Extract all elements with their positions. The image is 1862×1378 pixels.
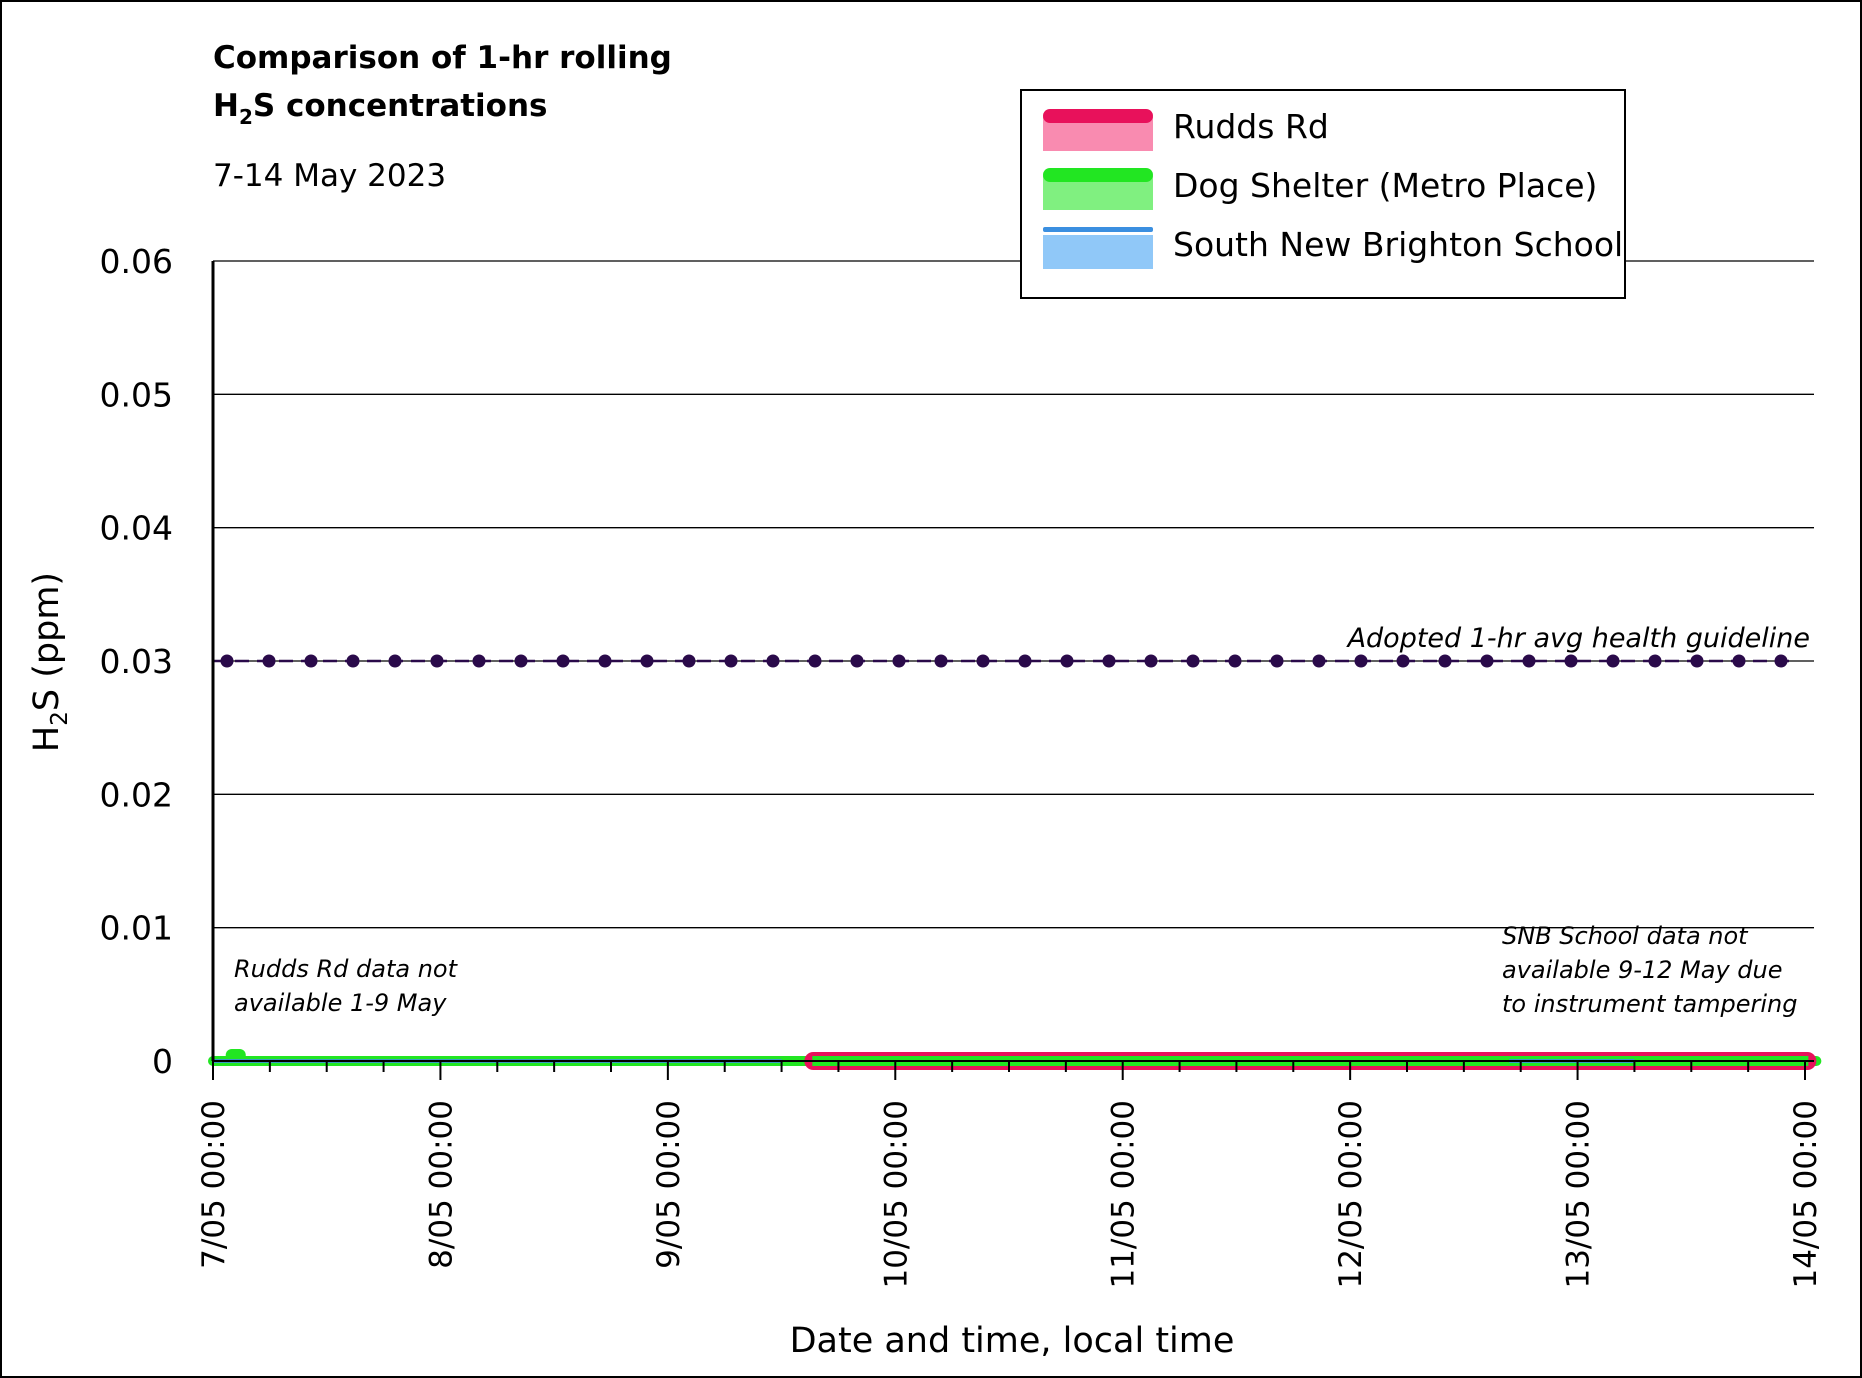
guideline-marker <box>388 654 402 668</box>
guideline-marker <box>472 654 486 668</box>
x-tick-label: 9/05 00:00 <box>651 1100 687 1269</box>
legend-swatch-line <box>1043 168 1153 182</box>
y-tick-label: 0.04 <box>100 509 173 548</box>
x-axis-title: Date and time, local time <box>790 1321 1235 1361</box>
x-tick-label: 12/05 00:00 <box>1333 1100 1369 1289</box>
x-tick-label: 14/05 00:00 <box>1788 1100 1824 1289</box>
x-tick-label: 13/05 00:00 <box>1561 1100 1597 1289</box>
y-tick-label: 0.01 <box>100 909 173 948</box>
y-axis-title: H2S (ppm) <box>27 572 73 752</box>
annotation-line: SNB School data not <box>1502 922 1749 950</box>
legend-label: Rudds Rd <box>1173 107 1329 146</box>
annotation-line: available 1-9 May <box>234 989 447 1017</box>
ylabel-subscript: 2 <box>47 711 73 726</box>
annotation-snb-school: SNB School data not available 9-12 May du… <box>1502 922 1797 1018</box>
x-tick-label: 7/05 00:00 <box>196 1100 232 1269</box>
guideline-marker <box>724 654 738 668</box>
annotation-line: to instrument tampering <box>1502 990 1797 1018</box>
axes <box>211 261 1814 1080</box>
guideline-marker <box>1774 654 1788 668</box>
annotation-line: Rudds Rd data not <box>234 955 459 983</box>
chart-title-line1: Comparison of 1-hr rolling <box>213 40 672 76</box>
x-tick-label: 8/05 00:00 <box>423 1100 459 1269</box>
guideline-marker <box>1228 654 1242 668</box>
guideline-marker <box>640 654 654 668</box>
guideline-marker <box>1186 654 1200 668</box>
x-tick-label: 10/05 00:00 <box>878 1100 914 1289</box>
guideline-marker <box>262 654 276 668</box>
chart-title-line2: H2S concentrations <box>213 88 548 129</box>
ylabel-h: H <box>27 726 67 752</box>
guideline-marker <box>430 654 444 668</box>
legend: Rudds Rd Dog Shelter (Metro Place) South N… <box>1020 89 1626 299</box>
guideline-marker <box>304 654 318 668</box>
x-tick-label: 11/05 00:00 <box>1106 1100 1142 1289</box>
guideline-marker <box>1690 654 1704 668</box>
y-tick-label: 0.05 <box>100 375 173 414</box>
y-tick-label: 0.02 <box>100 775 173 814</box>
legend-label: South New Brighton School <box>1173 225 1623 264</box>
guideline-marker <box>1102 654 1116 668</box>
guideline-marker <box>1144 654 1158 668</box>
title-h: H <box>213 88 239 124</box>
guideline-marker <box>1480 654 1494 668</box>
y-tick-label: 0.03 <box>100 642 173 681</box>
y-tick-label: 0.06 <box>100 242 173 281</box>
chart-subtitle: 7-14 May 2023 <box>213 158 446 194</box>
guideline-marker <box>598 654 612 668</box>
guideline-layer <box>213 654 1795 668</box>
ylabel-rest: S (ppm) <box>27 572 67 711</box>
guideline-marker <box>1060 654 1074 668</box>
legend-swatch-line <box>1043 109 1153 123</box>
title-rest: S concentrations <box>253 88 548 124</box>
guideline-marker <box>346 654 360 668</box>
guideline-marker <box>1396 654 1410 668</box>
guideline-marker <box>1606 654 1620 668</box>
annotation-rudds-rd: Rudds Rd data not available 1-9 May <box>234 955 459 1017</box>
guideline-marker <box>808 654 822 668</box>
legend-label: Dog Shelter (Metro Place) <box>1173 166 1597 205</box>
guideline-marker <box>934 654 948 668</box>
guideline-marker <box>1018 654 1032 668</box>
guideline-marker <box>892 654 906 668</box>
guideline-marker <box>220 654 234 668</box>
guideline-marker <box>766 654 780 668</box>
annotation-line: available 9-12 May due <box>1502 956 1783 984</box>
guideline-marker <box>1354 654 1368 668</box>
x-tick-labels: 7/05 00:00 8/05 00:00 9/05 00:00 10/05 00:0… <box>196 1100 1824 1289</box>
guideline-marker <box>682 654 696 668</box>
legend-swatch-line <box>1043 227 1153 232</box>
legend-swatch-fill <box>1043 235 1153 269</box>
guideline-marker <box>850 654 864 668</box>
guideline-marker <box>1564 654 1578 668</box>
title-subscript: 2 <box>239 105 253 129</box>
guideline-marker <box>1438 654 1452 668</box>
guideline-marker <box>1522 654 1536 668</box>
guideline-marker <box>1648 654 1662 668</box>
y-tick-label: 0 <box>152 1042 173 1081</box>
guideline-marker <box>1732 654 1746 668</box>
y-tick-labels: 0 0.01 0.02 0.03 0.04 0.05 0.06 <box>100 242 173 1081</box>
guideline-marker <box>976 654 990 668</box>
guideline-marker <box>556 654 570 668</box>
guideline-marker <box>1312 654 1326 668</box>
guideline-marker <box>1270 654 1284 668</box>
guideline-label: Adopted 1-hr avg health guideline <box>1346 623 1810 654</box>
guideline-marker <box>514 654 528 668</box>
